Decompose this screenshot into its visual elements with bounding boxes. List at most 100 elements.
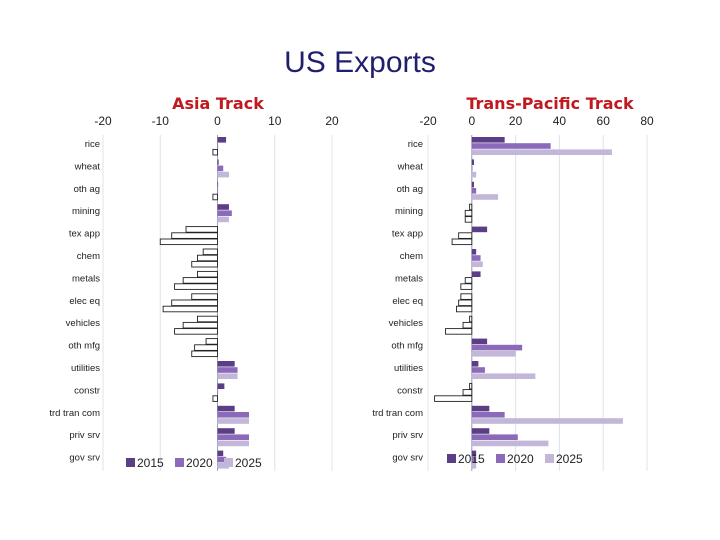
tp-bar-2025 bbox=[471, 171, 477, 178]
asia-bar-2025 bbox=[162, 305, 218, 313]
tp-bar-2020 bbox=[462, 389, 473, 396]
tp-bar-2015 bbox=[471, 159, 474, 165]
asia-category-label: oth mfg bbox=[68, 341, 100, 352]
tp-bar-2020 bbox=[471, 165, 473, 172]
asia-bar-2020 bbox=[217, 210, 232, 216]
asia-category-label: chem bbox=[77, 251, 100, 262]
tp-bar-2015 bbox=[471, 361, 479, 367]
asia-bar-2015 bbox=[202, 248, 218, 256]
asia-bar-2025 bbox=[159, 238, 218, 246]
asia-bar-2025 bbox=[212, 148, 218, 156]
tp-category-label: chem bbox=[400, 251, 423, 262]
asia-x-tick-label: 20 bbox=[325, 114, 339, 128]
tp-x-tick-label: 0 bbox=[468, 114, 475, 128]
tp-bar-2025 bbox=[445, 328, 473, 335]
tp-bar-2025 bbox=[460, 283, 473, 290]
tp-category-label: elec eq bbox=[392, 296, 423, 307]
tp-category-label: constr bbox=[397, 385, 423, 396]
tp-category-label: gov srv bbox=[392, 453, 423, 464]
tp-bar-2015 bbox=[460, 293, 473, 300]
tp-bar-2015 bbox=[471, 428, 490, 434]
tp-category-label: rice bbox=[408, 139, 423, 150]
asia-bar-2025 bbox=[217, 418, 249, 424]
tp-bar-2020 bbox=[471, 143, 551, 149]
asia-bar-2020 bbox=[217, 188, 219, 194]
asia-bar-2025 bbox=[212, 193, 218, 201]
asia-bar-2025 bbox=[217, 216, 229, 223]
asia-category-label: mining bbox=[72, 206, 100, 217]
tp-category-label: mining bbox=[395, 206, 423, 217]
asia-chart-title: Asia Track bbox=[172, 94, 264, 113]
asia-x-tick-label: 0 bbox=[214, 114, 221, 128]
tp-category-label: oth ag bbox=[397, 184, 423, 195]
tp-bar-2020 bbox=[471, 456, 477, 463]
asia-bar-2025 bbox=[217, 463, 229, 469]
tp-bar-2020 bbox=[471, 255, 481, 261]
asia-category-label: trd tran com bbox=[49, 408, 100, 419]
tp-category-label: metals bbox=[395, 273, 423, 284]
asia-category-label: metals bbox=[72, 273, 100, 284]
tp-bar-2020 bbox=[464, 209, 473, 217]
tp-legend-label-2020: 2020 bbox=[507, 452, 534, 466]
asia-x-tick-label: 10 bbox=[268, 114, 282, 128]
asia-category-label: wheat bbox=[74, 161, 101, 172]
asia-bar-2025 bbox=[217, 440, 249, 447]
asia-category-label: constr bbox=[74, 385, 100, 396]
asia-bar-2020 bbox=[217, 412, 249, 418]
asia-bar-2015 bbox=[217, 405, 235, 412]
asia-bar-2015 bbox=[217, 159, 219, 165]
tp-legend-swatch-2020 bbox=[496, 454, 505, 463]
asia-bar-2015 bbox=[197, 315, 218, 323]
asia-bar-2020 bbox=[217, 165, 224, 172]
tp-bar-2020 bbox=[471, 412, 505, 418]
asia-bar-2020 bbox=[197, 254, 218, 262]
asia-bar-2025 bbox=[191, 260, 218, 268]
asia-bar-2020 bbox=[171, 299, 218, 307]
tp-category-label: trd tran com bbox=[372, 408, 423, 419]
tp-bar-2015 bbox=[471, 405, 490, 412]
tp-x-tick-label: 40 bbox=[553, 114, 567, 128]
tp-chart-title: Trans-Pacific Track bbox=[466, 94, 634, 113]
tp-bar-2020 bbox=[458, 299, 473, 307]
tp-bar-2015 bbox=[471, 181, 474, 188]
asia-category-label: tex app bbox=[69, 229, 100, 240]
asia-bar-2015 bbox=[217, 181, 219, 188]
tp-category-label: utilities bbox=[394, 363, 423, 374]
tp-bar-2015 bbox=[471, 271, 481, 277]
asia-bar-2015 bbox=[217, 137, 227, 143]
asia-bar-2020 bbox=[194, 344, 218, 351]
asia-legend-label-2020: 2020 bbox=[186, 456, 213, 470]
asia-bar-2020 bbox=[217, 389, 219, 396]
tp-bar-2015 bbox=[471, 450, 477, 457]
asia-bar-2015 bbox=[217, 383, 225, 389]
tp-bar-2015 bbox=[471, 137, 505, 143]
asia-bar-2025 bbox=[191, 350, 218, 358]
tp-legend-label-2025: 2025 bbox=[556, 452, 583, 466]
asia-bar-2020 bbox=[217, 143, 219, 149]
asia-legend-swatch-2025 bbox=[224, 458, 233, 467]
tp-bar-2015 bbox=[469, 382, 473, 390]
asia-category-label: elec eq bbox=[69, 296, 100, 307]
tp-bar-2025 bbox=[464, 216, 473, 223]
asia-bar-2025 bbox=[174, 328, 218, 335]
tp-bar-2025 bbox=[471, 261, 483, 267]
tp-bar-2025 bbox=[434, 395, 473, 402]
asia-bar-2020 bbox=[182, 277, 218, 284]
tp-x-tick-label: 20 bbox=[509, 114, 523, 128]
asia-bar-2020 bbox=[171, 232, 218, 239]
tp-category-label: oth mfg bbox=[391, 341, 423, 352]
asia-bar-2015 bbox=[217, 450, 224, 457]
tp-bar-2025 bbox=[471, 373, 536, 379]
tp-x-tick-label: 60 bbox=[597, 114, 611, 128]
asia-bar-2025 bbox=[212, 395, 218, 402]
asia-bar-2020 bbox=[182, 321, 218, 329]
asia-category-label: rice bbox=[85, 139, 100, 150]
asia-category-label: vehicles bbox=[66, 318, 101, 329]
asia-category-label: oth ag bbox=[74, 184, 100, 195]
tp-category-label: wheat bbox=[397, 161, 424, 172]
asia-legend-swatch-2015 bbox=[126, 458, 135, 467]
asia-bar-2020 bbox=[217, 456, 227, 463]
tp-bar-2025 bbox=[471, 351, 516, 357]
asia-bar-2015 bbox=[191, 293, 218, 300]
